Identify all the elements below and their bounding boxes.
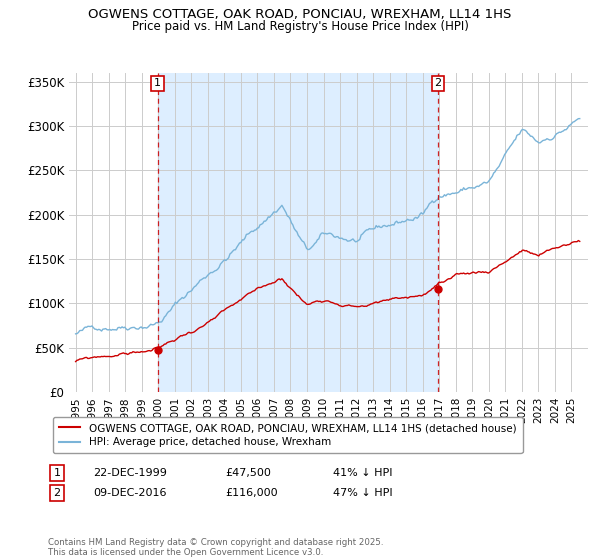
Text: 41% ↓ HPI: 41% ↓ HPI (333, 468, 392, 478)
Text: 1: 1 (53, 468, 61, 478)
Text: 09-DEC-2016: 09-DEC-2016 (93, 488, 167, 498)
Text: 22-DEC-1999: 22-DEC-1999 (93, 468, 167, 478)
Text: 47% ↓ HPI: 47% ↓ HPI (333, 488, 392, 498)
Text: Contains HM Land Registry data © Crown copyright and database right 2025.
This d: Contains HM Land Registry data © Crown c… (48, 538, 383, 557)
Text: £116,000: £116,000 (225, 488, 278, 498)
Bar (158, 73, 438, 392)
Legend: OGWENS COTTAGE, OAK ROAD, PONCIAU, WREXHAM, LL14 1HS (detached house), HPI: Aver: OGWENS COTTAGE, OAK ROAD, PONCIAU, WREXH… (53, 417, 523, 454)
Text: £47,500: £47,500 (225, 468, 271, 478)
Text: OGWENS COTTAGE, OAK ROAD, PONCIAU, WREXHAM, LL14 1HS: OGWENS COTTAGE, OAK ROAD, PONCIAU, WREXH… (88, 8, 512, 21)
Text: Price paid vs. HM Land Registry's House Price Index (HPI): Price paid vs. HM Land Registry's House … (131, 20, 469, 32)
Text: 1: 1 (154, 78, 161, 88)
Text: 2: 2 (53, 488, 61, 498)
Text: 2: 2 (434, 78, 442, 88)
